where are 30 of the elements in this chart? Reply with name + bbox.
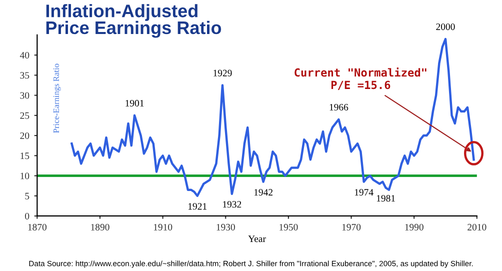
x-tick-label: 1990 (405, 224, 424, 230)
x-tick-label: 1910 (154, 224, 172, 230)
y-tick-label: 15 (20, 152, 30, 160)
chart-title: Inflation-Adjusted Price Earnings Ratio (46, 4, 222, 38)
annotation: 2000 (436, 24, 455, 30)
annotation: 1932 (223, 201, 242, 208)
y-tick-label: 40 (20, 52, 30, 59)
x-tick-label: 1930 (216, 224, 235, 230)
y-tick-label: 30 (20, 92, 30, 99)
y-tick-label: 0 (25, 212, 30, 220)
y-tick-label: 5 (25, 192, 30, 200)
annotation: 1921 (188, 203, 206, 210)
y-tick-label: 35 (20, 72, 30, 79)
x-tick-label: 1890 (91, 224, 110, 230)
annotation: 1966 (330, 104, 348, 111)
y-axis-title: Price-Earnings Ratio (53, 64, 61, 133)
x-tick-label: 1970 (342, 224, 361, 230)
y-tick-label: 10 (20, 172, 30, 180)
annotation: 1929 (214, 70, 232, 76)
annotation: 1942 (254, 189, 272, 196)
annotation: Current "Normalized" P/E =15.6 (294, 67, 426, 90)
annotation: 1981 (376, 195, 395, 202)
annotation: 1901 (126, 100, 144, 106)
x-tick-label: 1870 (28, 224, 46, 230)
x-tick-label: 1950 (280, 224, 298, 230)
y-tick-label: 25 (20, 112, 30, 119)
x-tick-label: 2010 (468, 224, 486, 230)
annotation: 1974 (354, 189, 374, 196)
y-tick-label: 20 (20, 132, 30, 139)
x-axis-title: Year (248, 236, 266, 242)
